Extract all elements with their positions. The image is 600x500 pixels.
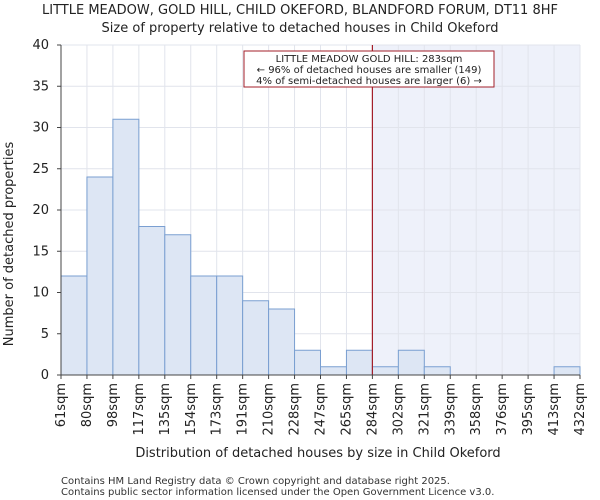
x-tick-label: 284sqm: [365, 383, 380, 436]
y-tick-label: 40: [32, 38, 49, 53]
bar-117sqm: [138, 226, 166, 376]
x-tick-label: 265sqm: [339, 383, 354, 436]
x-tick-label: 321sqm: [417, 383, 432, 436]
x-tick-label: 98sqm: [106, 383, 121, 427]
bar-173sqm: [216, 275, 244, 376]
y-tick-label: 20: [32, 203, 49, 218]
x-tick-label: 413sqm: [547, 383, 562, 436]
annotation-line-3: 4% of semi-detached houses are larger (6…: [256, 76, 482, 87]
x-tick-label: 339sqm: [443, 383, 458, 436]
bar-413sqm: [553, 366, 581, 376]
y-tick-label: 15: [32, 244, 49, 259]
x-tick-label: 210sqm: [262, 383, 277, 436]
annotation-border: [243, 50, 495, 88]
x-tick-label: 173sqm: [210, 383, 225, 436]
bar-228sqm: [294, 349, 321, 376]
bar-265sqm: [345, 349, 373, 376]
bar-210sqm: [268, 308, 296, 376]
annotation-line-2: ← 96% of detached houses are smaller (14…: [257, 65, 482, 76]
x-tick-label: 61sqm: [54, 383, 69, 427]
footer-line-2: Contains public sector information licen…: [61, 487, 494, 498]
bar-98sqm: [112, 118, 140, 376]
x-tick-label: 376sqm: [495, 383, 510, 436]
x-tick-label: 191sqm: [236, 383, 251, 436]
x-tick-label: 117sqm: [132, 383, 147, 436]
x-tick-label: 395sqm: [521, 383, 536, 436]
annotation-box: LITTLE MEADOW GOLD HILL: 283sqm ← 96% of…: [243, 50, 495, 88]
x-tick-label: 154sqm: [184, 383, 199, 436]
y-axis-label: Number of detached properties: [2, 142, 17, 347]
x-tick-label: 432sqm: [573, 383, 588, 436]
y-tick-label: 10: [32, 286, 49, 301]
bar-135sqm: [164, 234, 192, 376]
x-tick-label: 135sqm: [158, 383, 173, 436]
chart-title: LITTLE MEADOW, GOLD HILL, CHILD OKEFORD,…: [42, 3, 558, 18]
bar-154sqm: [190, 275, 218, 376]
bar-61sqm: [60, 275, 88, 376]
bar-321sqm: [423, 366, 451, 376]
annotation-line-1: LITTLE MEADOW GOLD HILL: 283sqm: [276, 54, 463, 65]
y-tick-label: 35: [32, 79, 49, 94]
x-tick-label: 358sqm: [469, 383, 484, 436]
x-tick-label: 80sqm: [80, 383, 95, 427]
y-tick-label: 0: [41, 368, 49, 383]
x-axis-label: Distribution of detached houses by size …: [135, 446, 500, 461]
x-tick-label: 228sqm: [288, 383, 303, 436]
bar-302sqm: [397, 349, 425, 376]
bar-247sqm: [320, 366, 347, 376]
y-tick-label: 5: [41, 327, 49, 342]
bar-191sqm: [242, 300, 270, 376]
chart-subtitle: Size of property relative to detached ho…: [102, 21, 499, 36]
x-tick-label: 247sqm: [314, 383, 329, 436]
bar-80sqm: [86, 176, 114, 376]
y-tick-label: 30: [32, 121, 49, 136]
y-tick-label: 25: [32, 162, 49, 177]
x-tick-label: 302sqm: [391, 383, 406, 436]
bar-284sqm: [371, 366, 399, 376]
footer-line-1: Contains HM Land Registry data © Crown c…: [61, 476, 450, 487]
